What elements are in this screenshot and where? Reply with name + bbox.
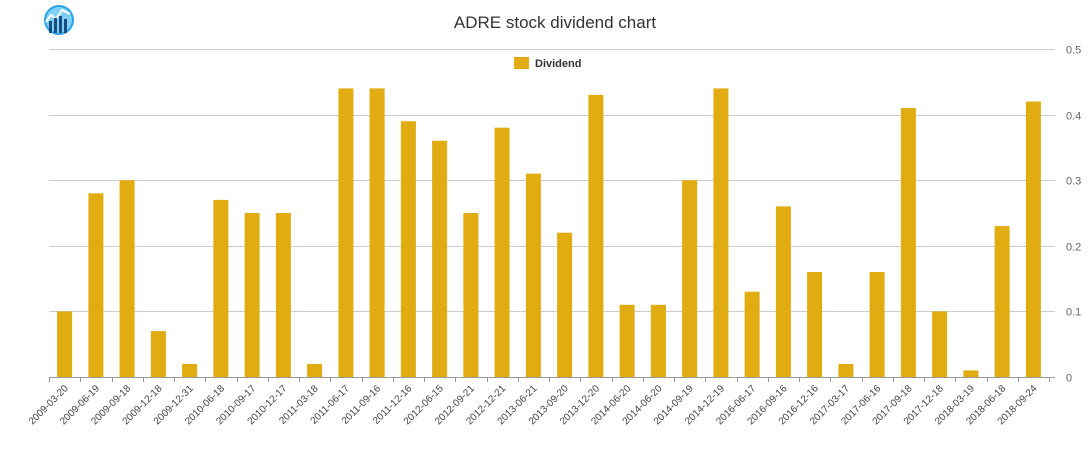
dividend-bar[interactable]: [682, 180, 698, 377]
dividend-bar[interactable]: [1025, 101, 1041, 378]
dividend-bar[interactable]: [525, 173, 541, 377]
dividend-bar[interactable]: [463, 213, 479, 377]
dividend-bar[interactable]: [900, 108, 916, 377]
dividend-bar[interactable]: [119, 180, 135, 377]
y-tick-label: 0.4: [1066, 111, 1081, 123]
dividend-bar[interactable]: [244, 213, 260, 377]
y-axis-ticks: 0 0.1 0.2 0.3 0.4 0.5: [1066, 45, 1081, 385]
dividend-bar[interactable]: [869, 272, 885, 377]
dividend-bar[interactable]: [650, 304, 666, 377]
legend[interactable]: Dividend: [514, 57, 581, 70]
dividend-bar[interactable]: [588, 94, 604, 378]
bars-group: [57, 88, 1041, 378]
y-tick-label: 0.1: [1066, 307, 1081, 319]
dividend-bar[interactable]: [557, 232, 573, 377]
legend-swatch: [514, 57, 529, 69]
y-tick-label: 0.5: [1066, 45, 1081, 57]
dividend-bar[interactable]: [307, 363, 323, 377]
dividend-bar[interactable]: [432, 140, 448, 377]
stock-chart-logo-icon[interactable]: [44, 5, 74, 35]
dividend-bar[interactable]: [400, 121, 416, 377]
dividend-bar[interactable]: [838, 363, 854, 377]
dividend-bar[interactable]: [619, 304, 635, 377]
dividend-bar[interactable]: [775, 206, 791, 377]
dividend-bar[interactable]: [744, 291, 760, 377]
dividend-bar[interactable]: [932, 311, 948, 377]
dividend-bar[interactable]: [338, 88, 354, 378]
dividend-bar[interactable]: [994, 226, 1010, 377]
dividend-bar[interactable]: [88, 193, 104, 377]
dividend-bar[interactable]: [963, 370, 979, 377]
dividend-bar[interactable]: [150, 331, 166, 377]
dividend-bar[interactable]: [275, 213, 291, 377]
x-axis-ticks: 2009-03-202009-06-192009-09-182009-12-18…: [27, 377, 1050, 427]
dividend-bar[interactable]: [213, 199, 229, 377]
dividend-bar[interactable]: [713, 88, 729, 378]
dividend-bar[interactable]: [57, 311, 73, 377]
chart-title: ADRE stock dividend chart: [454, 13, 656, 32]
y-tick-label: 0.2: [1066, 242, 1081, 254]
y-tick-label: 0.3: [1066, 176, 1081, 188]
dividend-bar[interactable]: [182, 363, 198, 377]
dividend-bar[interactable]: [807, 272, 823, 377]
dividend-bar[interactable]: [369, 88, 385, 378]
legend-label: Dividend: [535, 58, 581, 70]
y-tick-label: 0: [1066, 373, 1072, 385]
dividend-bar[interactable]: [494, 127, 510, 377]
